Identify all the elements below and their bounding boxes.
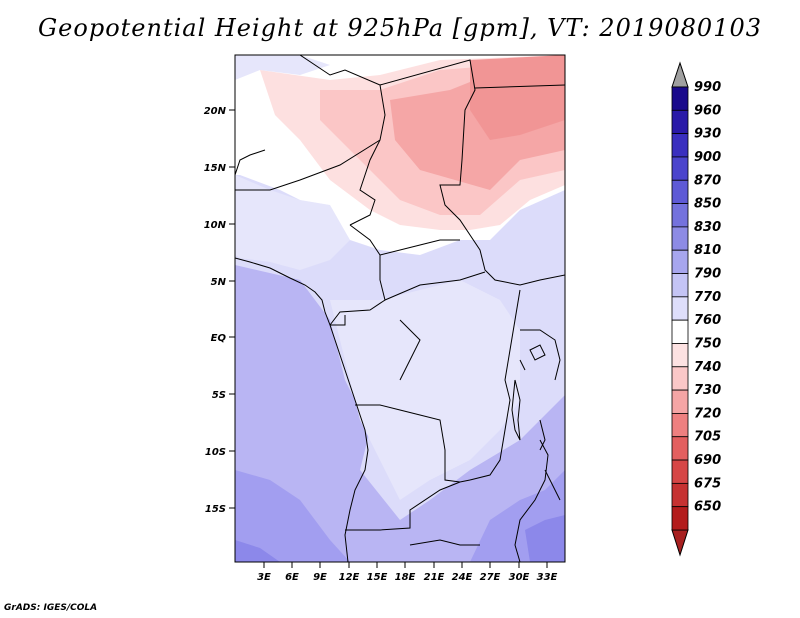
colorbar-swatch [671, 413, 689, 438]
colorbar-label: 740 [694, 360, 721, 375]
lon-label: 3E [257, 572, 271, 583]
colorbar-top-arrow [671, 61, 689, 88]
lat-label: 10N [204, 220, 227, 231]
colorbar-label: 705 [694, 430, 721, 445]
map-title: Geopotential Height at 925hPa [gpm], VT:… [38, 14, 762, 42]
colorbar-swatch [671, 436, 689, 461]
lon-label: 24E [452, 572, 473, 583]
lon-label: 15E [367, 572, 388, 583]
colorbar-swatch [671, 459, 689, 484]
lat-label: EQ [211, 333, 227, 344]
colorbar-label: 810 [694, 243, 721, 258]
colorbar-label: 830 [694, 220, 721, 235]
lon-label: 6E [285, 572, 299, 583]
colorbar-swatch [671, 389, 689, 414]
latitude-axis: 20N 15N 10N 5N EQ 5S 10S 15S [204, 106, 235, 515]
lon-label: 30E [509, 572, 530, 583]
colorbar-label: 930 [694, 127, 721, 142]
colorbar-label: 750 [694, 336, 721, 351]
colorbar-swatch [671, 249, 689, 274]
colorbar-swatch [671, 343, 689, 368]
colorbar: 990 960 930 900 870 850 830 810 790 770 760 750 740 7… [671, 61, 721, 557]
colorbar-label: 900 [694, 150, 721, 165]
colorbar-label: 790 [694, 267, 721, 282]
lat-label: 15S [205, 504, 226, 515]
lat-label: 15N [204, 163, 227, 174]
lon-label: 18E [395, 572, 416, 583]
colorbar-label: 650 [694, 500, 721, 515]
colorbar-label: 850 [694, 197, 721, 212]
colorbar-label: 690 [694, 453, 721, 468]
lat-label: 5S [212, 390, 226, 401]
colorbar-label: 870 [694, 173, 721, 188]
colorbar-label: 760 [694, 313, 721, 328]
map-frame [234, 54, 566, 563]
colorbar-swatch [671, 133, 689, 158]
colorbar-swatch [671, 226, 689, 251]
colorbar-swatch [671, 366, 689, 391]
lon-label: 21E [424, 572, 445, 583]
colorbar-swatch [671, 273, 689, 298]
lat-label: 10S [205, 447, 226, 458]
colorbar-label: 730 [694, 383, 721, 398]
lat-label: 20N [204, 106, 227, 117]
lon-label: 9E [313, 572, 327, 583]
lon-label: 12E [339, 572, 360, 583]
colorbar-swatch [671, 506, 689, 531]
colorbar-label: 720 [694, 406, 721, 421]
lat-label: 5N [211, 277, 227, 288]
lon-label: 27E [480, 572, 501, 583]
colorbar-swatch [671, 86, 689, 111]
map-field [235, 55, 565, 562]
lon-label: 33E [537, 572, 558, 583]
longitude-axis: 3E 6E 9E 12E 15E 18E 21E 24E 27E 30E 33E [257, 562, 558, 583]
colorbar-label: 960 [694, 103, 721, 118]
colorbar-swatch [671, 109, 689, 135]
country-borders [235, 55, 565, 562]
software-credit: GrADS: IGES/COLA [4, 603, 98, 613]
colorbar-swatch [671, 319, 689, 344]
colorbar-swatch [671, 156, 689, 181]
colorbar-swatch [671, 482, 689, 508]
colorbar-swatch [671, 203, 689, 228]
colorbar-label: 770 [694, 290, 721, 305]
colorbar-label: 990 [694, 80, 721, 95]
colorbar-bottom-arrow [671, 529, 689, 557]
colorbar-label: 675 [694, 476, 721, 491]
colorbar-swatch [671, 179, 689, 204]
colorbar-swatch [671, 296, 689, 321]
